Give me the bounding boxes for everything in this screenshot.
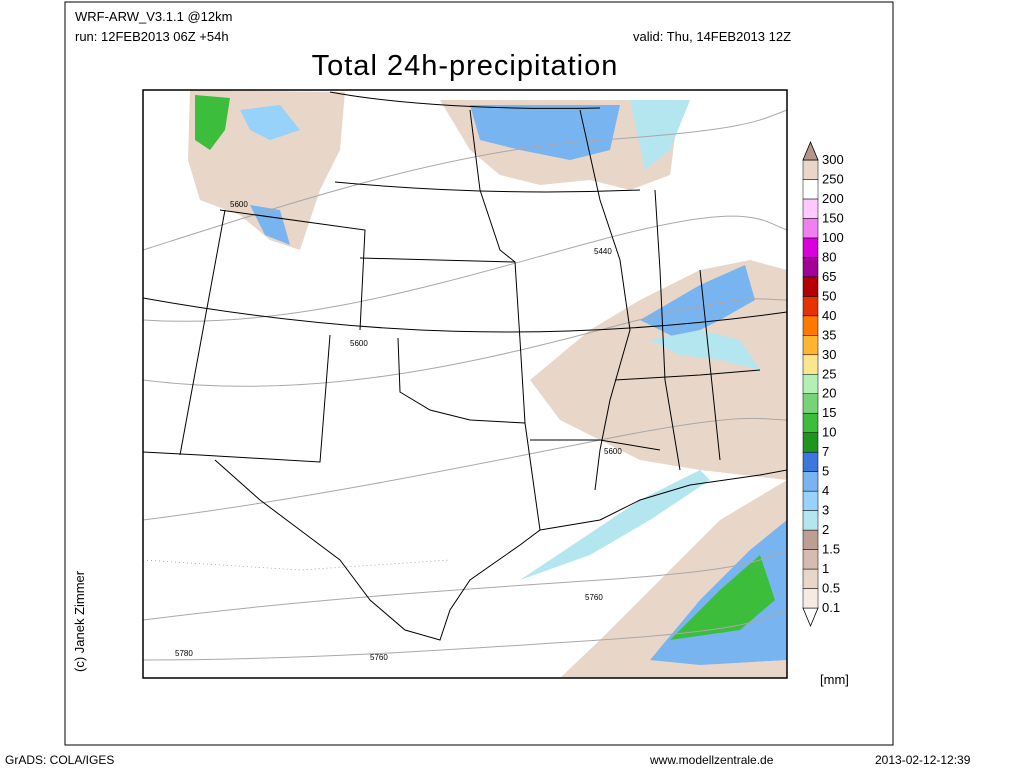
colorbar-swatch — [802, 354, 819, 375]
colorbar: 0.1 0.5 1 1.5 2 3 4 5 7 10 15 20 25 30 35 40 50 65 80 100 15… — [802, 140, 844, 628]
contour-label: 5440 — [594, 247, 612, 256]
colorbar-swatch — [802, 490, 819, 511]
colorbar-swatch — [802, 237, 819, 258]
colorbar-swatch — [802, 218, 819, 239]
colorbar-swatch — [802, 549, 819, 570]
colorbar-swatch — [802, 198, 819, 219]
contour-label: 5600 — [230, 200, 248, 209]
colorbar-label: 0.5 — [822, 581, 840, 596]
footer-center: www.modellzentrale.de — [649, 753, 774, 767]
contour-label: 5600 — [350, 339, 368, 348]
colorbar-swatch — [802, 140, 819, 161]
colorbar-label: 30 — [822, 347, 836, 362]
map: 5600 5440 5600 5600 5760 5780 5760 — [142, 89, 788, 679]
colorbar-label: 15 — [822, 405, 836, 420]
contour-label: 5600 — [604, 447, 622, 456]
colorbar-swatch — [802, 257, 819, 278]
colorbar-swatch — [802, 296, 819, 317]
colorbar-label: 250 — [822, 171, 844, 186]
colorbar-label: 300 — [822, 152, 844, 167]
colorbar-swatch — [802, 393, 819, 414]
colorbar-swatch — [802, 451, 819, 472]
colorbar-label: 2 — [822, 522, 829, 537]
colorbar-swatch — [802, 568, 819, 589]
precip-areas — [188, 90, 787, 678]
colorbar-label: 1 — [822, 561, 829, 576]
colorbar-label: 40 — [822, 308, 836, 323]
colorbar-swatch — [802, 432, 819, 453]
colorbar-swatch — [802, 510, 819, 531]
colorbar-label: 65 — [822, 269, 836, 284]
colorbar-label: 35 — [822, 327, 836, 342]
contour-label: 5760 — [585, 593, 603, 602]
colorbar-label: 80 — [822, 249, 836, 264]
contour-label: 5760 — [370, 653, 388, 662]
run-label: run: 12FEB2013 06Z +54h — [75, 29, 229, 44]
colorbar-swatch — [802, 276, 819, 297]
colorbar-label: 50 — [822, 288, 836, 303]
colorbar-label: 0.1 — [822, 600, 840, 615]
colorbar-label: 150 — [822, 210, 844, 225]
colorbar-label: 3 — [822, 503, 829, 518]
colorbar-label: 25 — [822, 366, 836, 381]
colorbar-swatch — [802, 335, 819, 356]
colorbar-label: 5 — [822, 464, 829, 479]
valid-label: valid: Thu, 14FEB2013 12Z — [633, 29, 791, 44]
colorbar-swatch — [802, 529, 819, 550]
model-label: WRF-ARW_V3.1.1 @12km — [75, 9, 232, 24]
unit-label: [mm] — [820, 672, 849, 687]
colorbar-label: 1.5 — [822, 542, 840, 557]
colorbar-swatch — [802, 588, 819, 609]
map-title: Total 24h-precipitation — [312, 50, 619, 82]
footer-right: 2013-02-12-12:39 — [875, 753, 971, 767]
colorbar-label: 7 — [822, 444, 829, 459]
colorbar-label: 200 — [822, 191, 844, 206]
colorbar-swatch — [802, 159, 819, 180]
colorbar-label: 100 — [822, 230, 844, 245]
colorbar-swatch — [802, 471, 819, 492]
contour-label: 5780 — [175, 649, 193, 658]
colorbar-swatch — [802, 374, 819, 394]
colorbar-label: 10 — [822, 425, 836, 440]
footer-left: GrADS: COLA/IGES — [5, 753, 114, 767]
copyright: (c) Janek Zimmer — [72, 570, 87, 672]
colorbar-label: 4 — [822, 483, 829, 498]
colorbar-swatch — [802, 412, 819, 433]
colorbar-label: 20 — [822, 386, 836, 401]
colorbar-swatch — [802, 179, 819, 200]
colorbar-swatch — [802, 315, 819, 336]
